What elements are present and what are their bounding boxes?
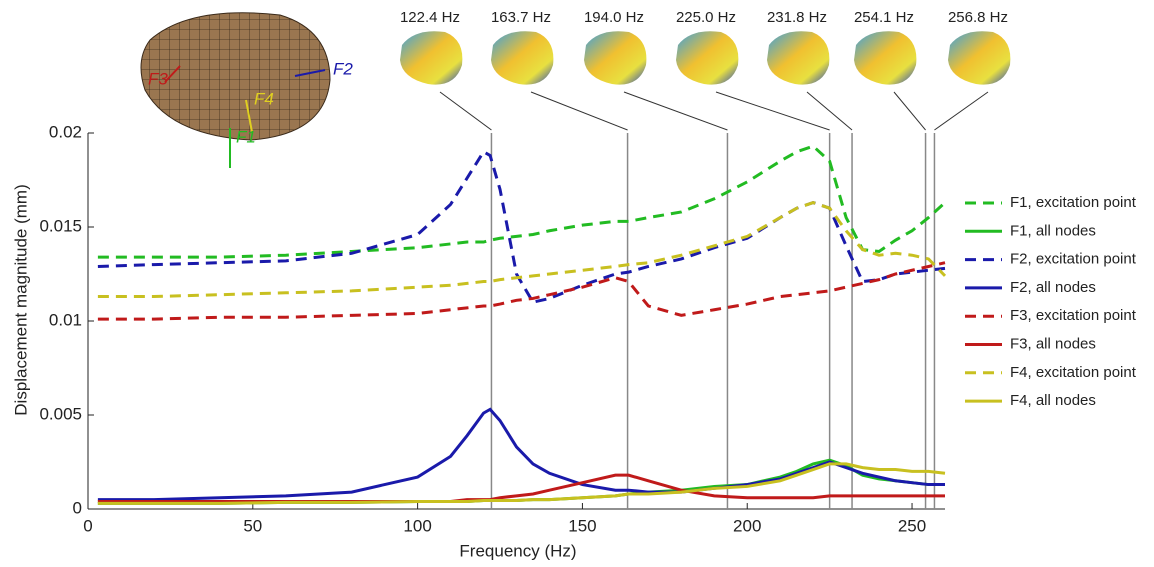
- y-tick-label: 0.02: [49, 122, 82, 141]
- legend-label: F2, all nodes: [1010, 279, 1096, 296]
- series-line: [98, 146, 945, 257]
- legend-label: F1, excitation point: [1010, 194, 1137, 211]
- mode-connector: [624, 92, 727, 130]
- y-tick-label: 0.005: [39, 404, 82, 423]
- x-tick-label: 0: [83, 516, 92, 535]
- mode-label: 254.1 Hz: [854, 9, 914, 26]
- mode-connector: [716, 92, 830, 130]
- mode-connector: [440, 92, 491, 130]
- x-tick-label: 200: [733, 516, 761, 535]
- mode-shape: [948, 31, 1010, 84]
- legend-label: F2, excitation point: [1010, 251, 1137, 268]
- mode-label: 194.0 Hz: [584, 9, 644, 26]
- y-tick-label: 0: [73, 498, 82, 517]
- inset-label: F3: [148, 69, 168, 88]
- inset-label: F4: [254, 89, 274, 108]
- series-line: [98, 263, 945, 319]
- legend-label: F4, excitation point: [1010, 364, 1137, 381]
- inset-label: F1: [236, 127, 256, 146]
- mode-shape: [584, 31, 646, 84]
- inset-label: F2: [333, 59, 353, 78]
- chart: F1 F2 F3 F4 Frequency (Hz) Displacement …: [0, 0, 1154, 567]
- series-line: [98, 152, 945, 302]
- inset-body: F1 F2 F3 F4: [141, 13, 353, 168]
- legend-label: F1, all nodes: [1010, 222, 1096, 239]
- legend-label: F3, all nodes: [1010, 335, 1096, 352]
- mode-shape: [854, 31, 916, 84]
- mode-label: 231.8 Hz: [767, 9, 827, 26]
- y-axis-label: Displacement magnitude (mm): [11, 184, 30, 415]
- x-axis-label: Frequency (Hz): [459, 541, 576, 560]
- mode-shape: [767, 31, 829, 84]
- legend-label: F3, excitation point: [1010, 307, 1137, 324]
- mode-shape: [491, 31, 553, 84]
- mode-shape: [400, 31, 462, 84]
- mode-connector: [531, 92, 628, 130]
- mode-label: 225.0 Hz: [676, 9, 736, 26]
- legend-label: F4, all nodes: [1010, 392, 1096, 409]
- mode-label: 122.4 Hz: [400, 9, 460, 26]
- y-tick-label: 0.015: [39, 216, 82, 235]
- mode-connector: [934, 92, 988, 130]
- x-tick-label: 250: [898, 516, 926, 535]
- mode-shape: [676, 31, 738, 84]
- x-tick-label: 50: [243, 516, 262, 535]
- y-tick-label: 0.01: [49, 310, 82, 329]
- x-tick-label: 100: [403, 516, 431, 535]
- mode-label: 256.8 Hz: [948, 9, 1008, 26]
- series-line: [98, 409, 945, 499]
- x-tick-label: 150: [568, 516, 596, 535]
- mode-connector: [894, 92, 926, 130]
- mode-label: 163.7 Hz: [491, 9, 551, 26]
